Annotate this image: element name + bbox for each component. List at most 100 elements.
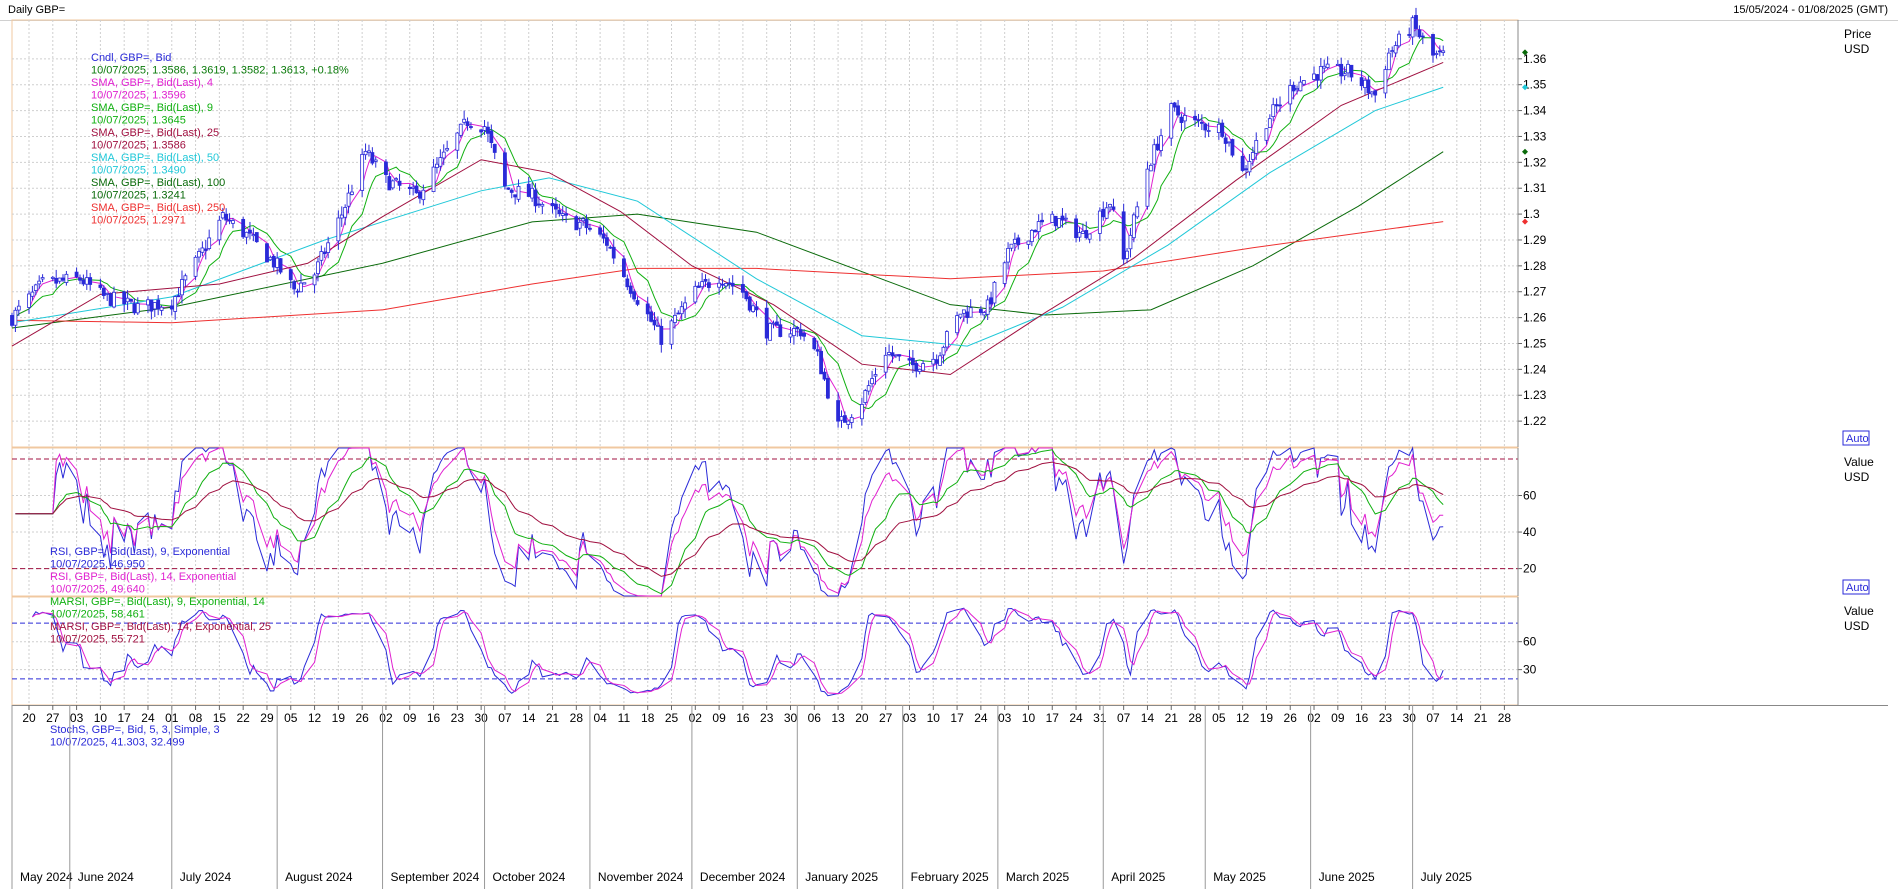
candle[interactable] — [1026, 240, 1031, 250]
candle[interactable] — [802, 329, 806, 342]
candle[interactable] — [588, 223, 592, 232]
candle[interactable] — [16, 299, 21, 316]
candle[interactable] — [30, 285, 35, 301]
candle[interactable] — [605, 232, 609, 252]
candle[interactable] — [1131, 212, 1136, 243]
candle[interactable] — [57, 277, 62, 284]
candle[interactable] — [1063, 213, 1068, 225]
candle[interactable] — [822, 368, 827, 381]
candle[interactable] — [1074, 214, 1078, 243]
candle[interactable] — [870, 370, 874, 388]
candle[interactable] — [397, 173, 402, 191]
candle[interactable] — [693, 281, 698, 304]
candle[interactable] — [700, 272, 705, 290]
candle[interactable] — [1179, 113, 1184, 132]
candle[interactable] — [74, 267, 79, 279]
candle[interactable] — [1393, 41, 1398, 57]
candle[interactable] — [431, 158, 436, 193]
candle[interactable] — [1254, 132, 1259, 160]
candle[interactable] — [132, 298, 137, 315]
candle[interactable] — [1002, 261, 1007, 288]
candle[interactable] — [985, 295, 990, 321]
candle[interactable] — [1101, 201, 1106, 221]
candle[interactable] — [673, 308, 677, 329]
candle[interactable] — [625, 274, 630, 291]
candle[interactable] — [533, 183, 538, 213]
candle[interactable] — [669, 318, 674, 350]
candle[interactable] — [40, 274, 45, 283]
candle[interactable] — [652, 312, 657, 331]
candle[interactable] — [554, 197, 558, 218]
candle[interactable] — [727, 278, 732, 289]
candle[interactable] — [754, 301, 759, 317]
candle[interactable] — [506, 187, 511, 190]
candle[interactable] — [897, 354, 902, 362]
candle[interactable] — [1104, 202, 1109, 220]
candle[interactable] — [288, 268, 293, 289]
candle[interactable] — [1193, 110, 1197, 127]
candle[interactable] — [469, 122, 473, 130]
candle[interactable] — [1128, 227, 1133, 258]
candle[interactable] — [156, 294, 161, 316]
candle[interactable] — [1040, 212, 1044, 226]
candle[interactable] — [193, 255, 198, 280]
candle[interactable] — [846, 420, 851, 430]
candle[interactable] — [1288, 79, 1293, 112]
candle[interactable] — [795, 325, 800, 337]
candle[interactable] — [254, 232, 259, 243]
candle[interactable] — [741, 275, 745, 299]
candle[interactable] — [849, 414, 854, 429]
candle[interactable] — [992, 280, 997, 307]
candle[interactable] — [1029, 229, 1034, 247]
candle[interactable] — [1366, 76, 1371, 100]
candle[interactable] — [299, 274, 303, 293]
candle[interactable] — [387, 172, 392, 191]
candle[interactable] — [265, 242, 269, 263]
candle[interactable] — [336, 210, 341, 250]
candle[interactable] — [367, 144, 371, 157]
candle[interactable] — [1359, 70, 1364, 91]
candle[interactable] — [1012, 232, 1017, 251]
candle[interactable] — [724, 282, 728, 290]
candle[interactable] — [414, 180, 419, 194]
candle[interactable] — [1339, 57, 1344, 84]
candle[interactable] — [1274, 98, 1279, 114]
candle[interactable] — [149, 299, 154, 320]
candle[interactable] — [1349, 64, 1354, 82]
candle[interactable] — [302, 282, 307, 285]
candle[interactable] — [622, 255, 626, 278]
candle[interactable] — [458, 123, 463, 138]
candle[interactable] — [873, 367, 878, 385]
candle[interactable] — [322, 247, 327, 259]
candle[interactable] — [438, 149, 443, 171]
candle[interactable] — [1342, 66, 1347, 81]
candle[interactable] — [231, 217, 235, 229]
candle[interactable] — [1053, 215, 1058, 231]
candle[interactable] — [1363, 78, 1367, 95]
candle[interactable] — [530, 182, 535, 202]
candle[interactable] — [1295, 85, 1299, 95]
candle[interactable] — [1390, 46, 1395, 58]
candle[interactable] — [557, 203, 562, 217]
candle[interactable] — [1196, 113, 1201, 128]
candle[interactable] — [815, 340, 820, 357]
candle[interactable] — [200, 241, 205, 257]
candle[interactable] — [1087, 233, 1092, 244]
candle[interactable] — [842, 411, 847, 423]
candle[interactable] — [435, 157, 439, 174]
candle[interactable] — [914, 360, 919, 378]
candle[interactable] — [54, 269, 59, 289]
candle[interactable] — [319, 245, 324, 266]
candle[interactable] — [513, 194, 518, 205]
candle[interactable] — [1441, 45, 1446, 56]
candle[interactable] — [78, 274, 82, 285]
candle[interactable] — [1244, 165, 1248, 179]
candle[interactable] — [1230, 138, 1235, 158]
candle[interactable] — [37, 275, 42, 290]
candle[interactable] — [492, 143, 497, 160]
candle[interactable] — [584, 214, 589, 235]
candle[interactable] — [917, 368, 922, 375]
candle[interactable] — [656, 316, 660, 327]
candle[interactable] — [1016, 234, 1021, 250]
